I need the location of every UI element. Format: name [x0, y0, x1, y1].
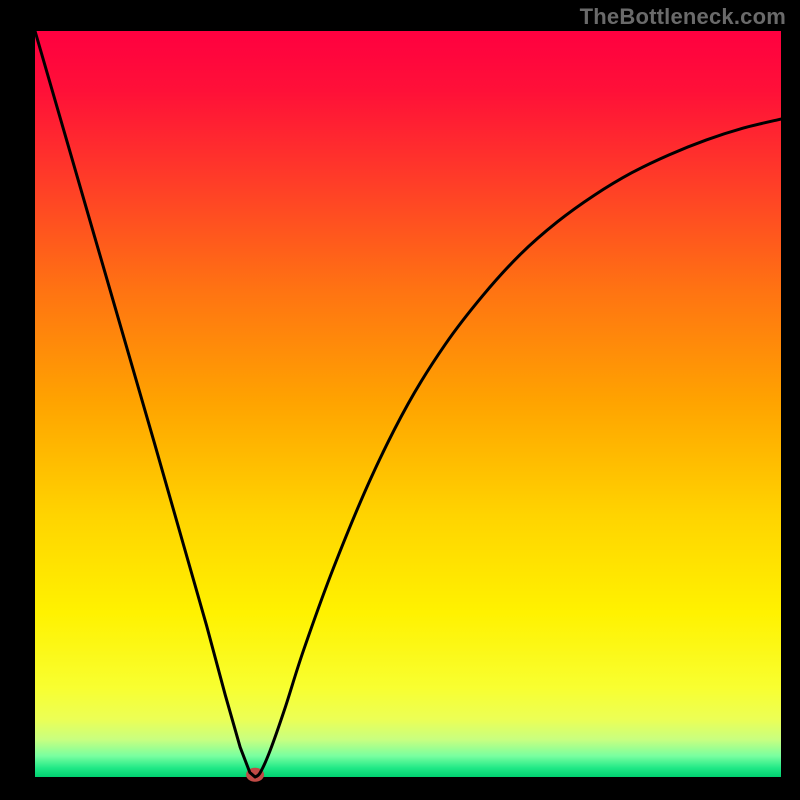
bottleneck-chart: [0, 0, 800, 800]
watermark-text: TheBottleneck.com: [580, 4, 786, 30]
chart-root: TheBottleneck.com: [0, 0, 800, 800]
